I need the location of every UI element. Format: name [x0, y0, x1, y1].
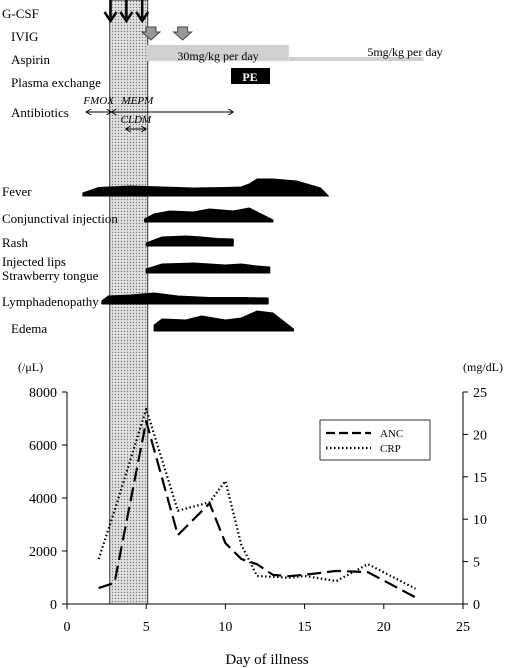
abx-arrow-left-0	[85, 108, 92, 116]
y-left-tick-label-4: 8000	[29, 386, 57, 401]
gcsf-label: G-CSF	[2, 6, 39, 21]
symptom-shape-lips	[145, 262, 271, 274]
symptom-label-rash: Rash	[2, 235, 29, 250]
abx-arrow-left-1	[110, 108, 117, 116]
gcsf-arrow-head-1	[119, 11, 134, 24]
aspirin-high-bar	[146, 45, 289, 61]
y-right-tick-label-1: 5	[473, 556, 480, 571]
series-line-anc	[98, 420, 416, 599]
symptom-label-conjunctival: Conjunctival injection	[2, 211, 118, 226]
abx-label-cldm: CLDM	[121, 114, 152, 126]
gcsf-ivig-arrows	[103, 0, 193, 41]
abx-arrow-right-1	[228, 108, 235, 116]
symptom-profiles	[82, 178, 329, 332]
gcsf-arrow-head-2	[135, 11, 150, 24]
symptom-label-edema: Edema	[11, 321, 47, 336]
y-left-tick-label-0: 0	[50, 598, 57, 613]
x-axis-title: Day of illness	[225, 652, 308, 668]
plasma-exchange-box-label: PE	[242, 70, 257, 84]
legend-anc-label: ANC	[380, 428, 403, 440]
y-right-tick-label-5: 25	[473, 386, 487, 401]
x-tick-label-4: 20	[377, 620, 391, 635]
y-right-tick-label-4: 20	[473, 428, 487, 443]
y-left-tick-label-1: 2000	[29, 545, 57, 560]
ivig-label: IVIG	[11, 29, 38, 44]
legend-box	[319, 419, 431, 461]
symptom-shape-rash	[145, 235, 234, 247]
symptom-shape-conjunctival	[144, 207, 274, 223]
plasma-exchange-label: Plasma exchange	[11, 75, 101, 90]
y-right-tick-label-3: 15	[473, 471, 487, 486]
symptom-label-lips: Injected lips Strawberry tongue	[2, 254, 99, 283]
abx-label-mepm: MEPM	[120, 95, 154, 107]
gcsf-arrow-head-0	[103, 11, 118, 24]
abx-arrow-right-2	[140, 125, 148, 133]
x-tick-label-5: 25	[456, 620, 470, 635]
ivig-arrow-1	[172, 26, 193, 41]
y-left-tick-label-2: 4000	[29, 492, 57, 507]
lab-chart-series	[97, 407, 416, 599]
aspirin-bars	[146, 45, 424, 61]
symptom-label-lymph: Lymphadenopathy	[2, 294, 99, 309]
antibiotic-periods: FMOX MEPM CLDM	[82, 95, 235, 133]
symptom-label-fever: Fever	[2, 184, 32, 199]
x-tick-label-0: 0	[64, 620, 71, 635]
aspirin-label: Aspirin	[11, 52, 51, 67]
plasma-exchange-box	[231, 68, 270, 84]
symptom-label-lips-line2: Strawberry tongue	[2, 268, 99, 283]
aspirin-low-dose-label: 5mg/kg per day	[367, 45, 442, 59]
abx-label-fmox: FMOX	[82, 95, 115, 107]
symptom-shape-lymph	[101, 292, 269, 305]
x-tick-label-1: 5	[143, 620, 150, 635]
abx-arrow-left-2	[124, 125, 131, 133]
aspirin-high-dose-label: 30mg/kg per day	[177, 49, 258, 63]
y-right-tick-label-2: 10	[473, 513, 487, 528]
antibiotics-label: Antibiotics	[11, 105, 69, 120]
ivig-arrow-0	[140, 26, 162, 41]
symptom-shape-edema	[153, 310, 295, 332]
symptom-label-lips-line1: Injected lips	[2, 254, 66, 269]
y-left-unit-label: (/μL)	[18, 360, 43, 374]
legend-crp-label: CRP	[380, 443, 401, 455]
y-right-unit-label: (mg/dL)	[463, 360, 503, 374]
y-right-tick-label-0: 0	[473, 598, 480, 613]
x-tick-label-2: 10	[218, 620, 232, 635]
x-tick-label-3: 15	[298, 620, 312, 635]
y-left-tick-label-3: 6000	[29, 439, 57, 454]
aspirin-low-bar	[288, 57, 424, 61]
symptom-shape-fever	[82, 178, 329, 197]
